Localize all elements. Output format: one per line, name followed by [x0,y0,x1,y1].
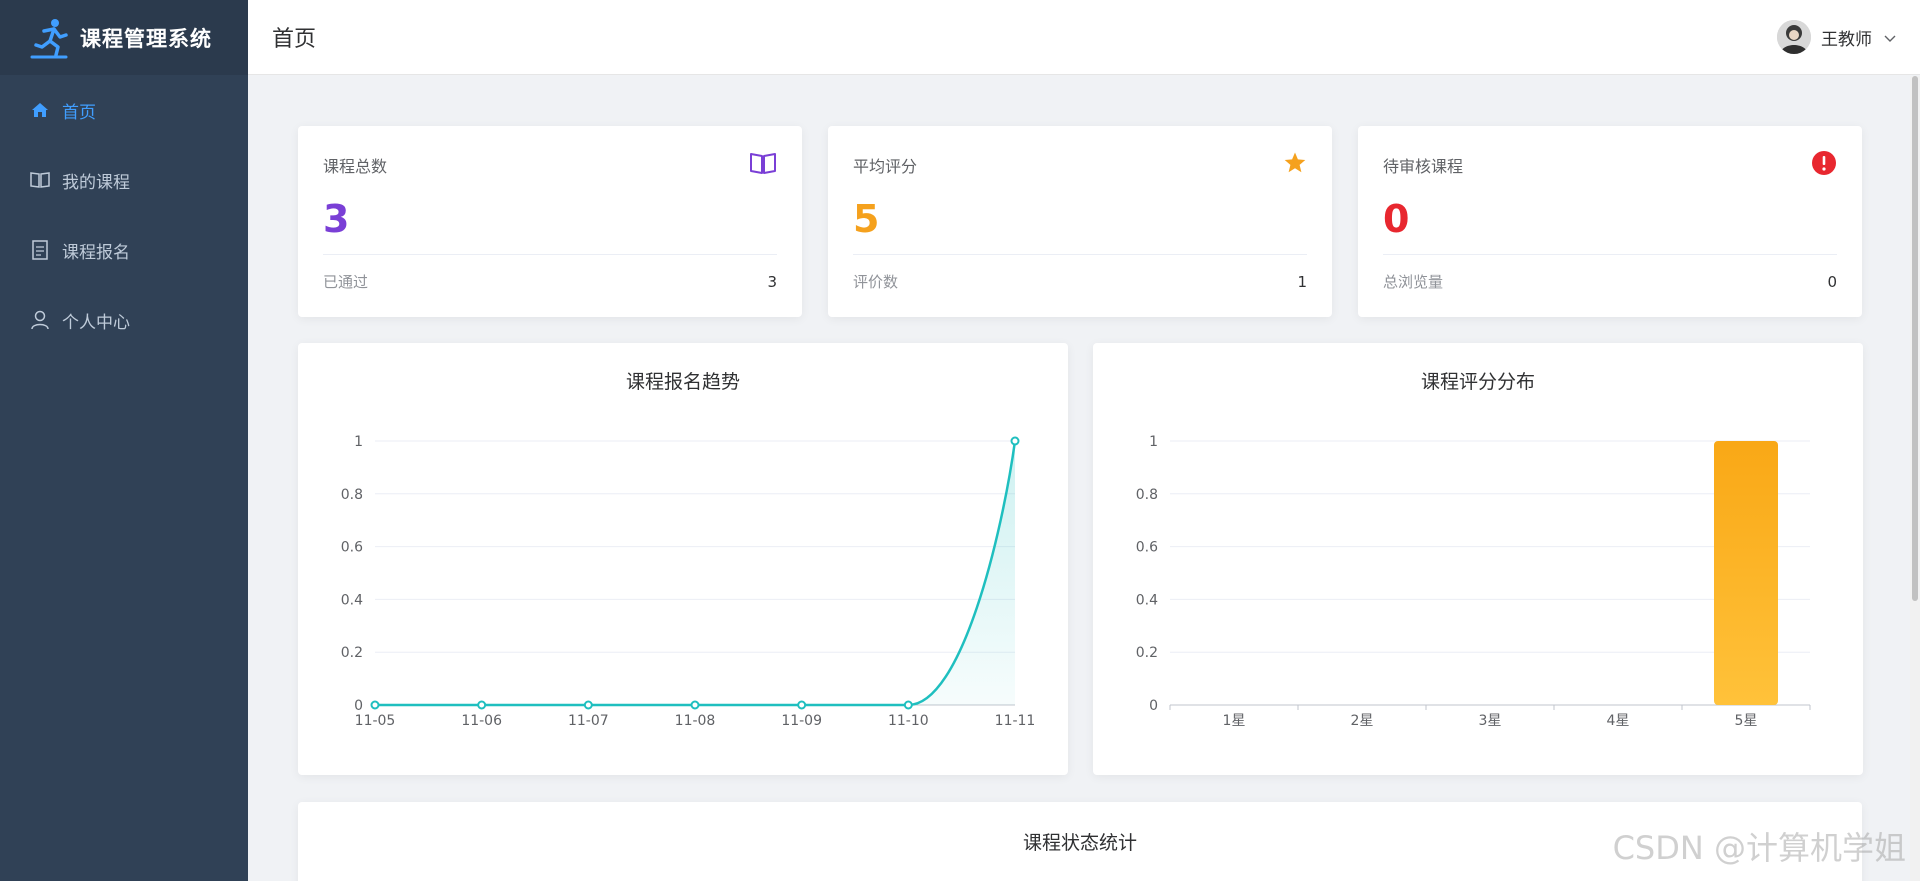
stat-card-average-rating: 平均评分 5 评价数 1 [828,126,1332,317]
scrollbar-thumb[interactable] [1912,76,1918,601]
stat-sub-value: 3 [767,272,777,291]
sidebar-item-enrollment[interactable]: 课程报名 [0,215,248,285]
stat-label: 课程总数 [323,157,388,176]
page-scrollbar[interactable] [1910,76,1920,881]
series-line [375,440,1017,707]
data-point [690,700,700,710]
x-tick-label: 11-11 [995,713,1036,729]
y-tick-label: 0.4 [1136,592,1158,608]
chart-title: 课程报名趋势 [625,371,740,393]
rating-distribution-chart-card: 课程评分分布 0 0.2 0.4 0.6 0.8 1 1星 2星 3星 4星 5星 [1093,343,1863,775]
sidebar-item-my-courses[interactable]: 我的课程 [0,145,248,215]
x-tick-label: 4星 [1607,713,1630,729]
y-tick-label: 0 [1149,698,1158,714]
app-title: 课程管理系统 [80,26,212,51]
x-tick-label: 1星 [1223,713,1246,729]
stat-value: 0 [1383,197,1410,241]
data-point [477,700,487,710]
sidebar-item-label: 首页 [62,102,96,123]
chart-title: 课程评分分布 [1420,371,1535,393]
y-tick-label: 0.2 [1136,645,1158,661]
series-area [375,441,1015,705]
sidebar-item-profile[interactable]: 个人中心 [0,285,248,355]
divider [853,254,1307,255]
stat-sub-label: 总浏览量 [1383,273,1444,291]
y-tick-label: 1 [354,434,363,450]
y-tick-label: 0.6 [341,540,363,556]
sidebar-item-label: 课程报名 [62,242,130,263]
enrollment-trend-chart: 0 0.2 0.4 0.6 0.8 1 11-05 11-06 11-07 11-08 11-09 1… [341,434,1036,729]
stat-sub-value: 1 [1297,272,1307,291]
stat-sub-value: 0 [1827,272,1837,291]
status-card-title: 课程状态统计 [1022,832,1137,854]
y-tick-label: 0.6 [1136,540,1158,556]
divider [1383,254,1837,255]
x-tick-label: 11-09 [781,713,822,729]
username: 王教师 [1821,29,1872,50]
enrollment-trend-chart-card: 课程报名趋势 0 0.2 0.4 0.6 0.8 1 11-05 11-06 11-07 11-0… [298,343,1068,775]
main-content: 课程总数 3 已通过 3 平均评分 5 评价数 1 待审核课程 [248,76,1920,881]
data-point [370,700,380,710]
data-point [1010,436,1020,446]
y-tick-label: 0 [354,698,363,714]
data-point [903,700,913,710]
chevron-down-icon [1884,28,1896,47]
sidebar-item-label: 个人中心 [62,312,130,333]
user-icon [30,310,50,330]
stat-label: 平均评分 [853,157,918,176]
stat-label: 待审核课程 [1383,157,1464,176]
user-dropdown[interactable]: 王教师 [1777,20,1920,54]
runner-logo-icon [30,18,68,58]
star-icon [1283,151,1307,179]
y-tick-label: 0.8 [341,487,363,503]
home-icon [30,100,50,120]
x-tick-label: 11-07 [568,713,609,729]
y-tick-label: 0.4 [341,592,363,608]
sidebar: 课程管理系统 首页 我的课程 课程报名 个人中心 [0,0,248,881]
x-tick-label: 11-08 [675,713,716,729]
x-tick-label: 11-10 [888,713,929,729]
x-tick-label: 11-05 [355,713,396,729]
x-tick-label: 3星 [1479,713,1502,729]
rating-distribution-chart: 0 0.2 0.4 0.6 0.8 1 1星 2星 3星 4星 5星 [1136,434,1811,729]
x-tick-label: 2星 [1351,713,1374,729]
top-header: 首页 王教师 [248,0,1920,75]
course-status-card: 课程状态统计 [298,802,1862,881]
brand: 课程管理系统 [0,0,248,75]
breadcrumb: 首页 [272,27,317,52]
book-open-icon [749,151,777,179]
document-icon [30,240,50,260]
y-tick-label: 0.8 [1136,487,1158,503]
stat-value: 5 [853,197,880,241]
stat-card-pending-courses: 待审核课程 0 总浏览量 0 [1358,126,1862,317]
x-tick-label: 11-06 [461,713,502,729]
divider [323,254,777,255]
bar [1714,441,1778,705]
stat-card-total-courses: 课程总数 3 已通过 3 [298,126,802,317]
y-tick-label: 1 [1149,434,1158,450]
data-point [797,700,807,710]
y-tick-label: 0.2 [341,645,363,661]
watermark: CSDN @计算机学姐 [1612,829,1906,867]
stat-sub-label: 已通过 [323,273,369,291]
sidebar-menu: 首页 我的课程 课程报名 个人中心 [0,75,248,355]
x-tick-label: 5星 [1735,713,1758,729]
data-point [583,700,593,710]
sidebar-item-home[interactable]: 首页 [0,75,248,145]
book-icon [30,170,50,190]
sidebar-item-label: 我的课程 [62,172,130,193]
alert-icon [1811,150,1837,180]
stat-sub-label: 评价数 [853,273,899,291]
avatar [1777,20,1811,54]
stat-value: 3 [323,197,350,241]
